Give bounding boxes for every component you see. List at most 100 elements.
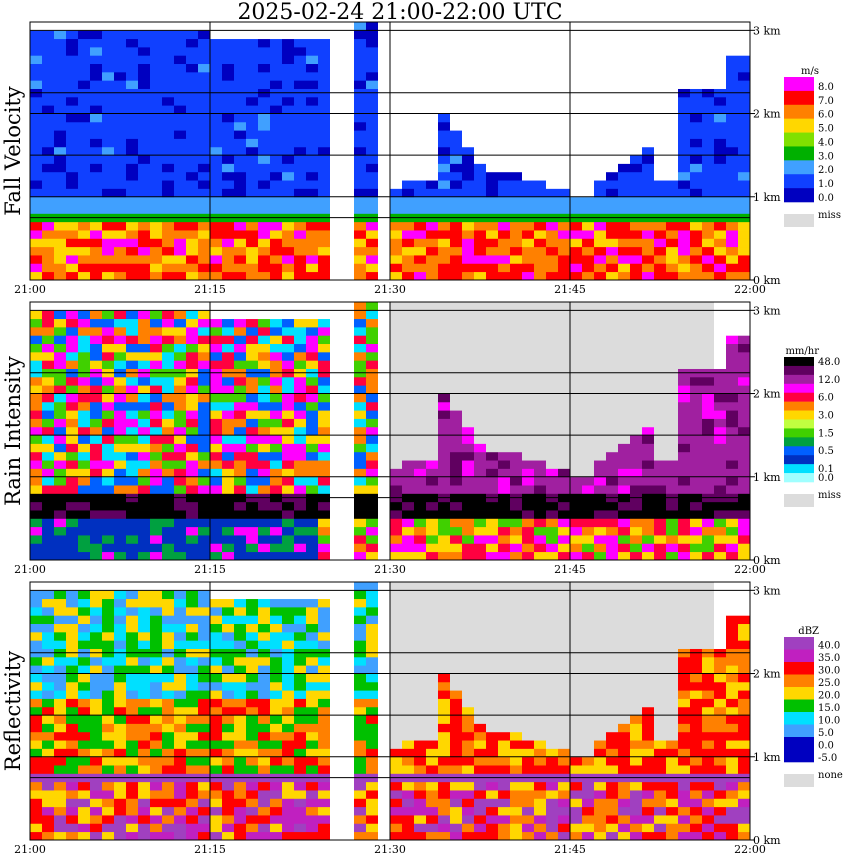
heatmap-cell: [162, 163, 175, 173]
heatmap-cell: [114, 582, 127, 591]
heatmap-cell: [402, 543, 415, 553]
heatmap-cell: [174, 271, 187, 281]
heatmap-cell: [690, 271, 703, 281]
heatmap-cell: [330, 823, 343, 833]
heatmap-cell: [126, 55, 139, 65]
heatmap-cell: [738, 343, 751, 353]
heatmap-cell: [474, 615, 487, 625]
heatmap-cell: [210, 690, 223, 699]
heatmap-cell: [474, 55, 487, 65]
heatmap-cell: [678, 205, 691, 214]
heatmap-cell: [606, 80, 619, 89]
heatmap-cell: [570, 501, 583, 511]
heatmap-cell: [126, 155, 139, 164]
heatmap-cell: [450, 815, 463, 824]
heatmap-cell: [690, 138, 703, 148]
heatmap-cell: [66, 831, 79, 841]
heatmap-cell: [30, 38, 43, 48]
heatmap-cell: [414, 121, 427, 131]
heatmap-cell: [210, 623, 223, 633]
heatmap-cell: [378, 765, 391, 774]
heatmap-cell: [126, 385, 139, 394]
heatmap-cell: [354, 230, 367, 239]
heatmap-cell: [594, 246, 607, 256]
heatmap-cell: [558, 551, 571, 561]
heatmap-cell: [414, 221, 427, 231]
heatmap-cell: [366, 410, 379, 419]
heatmap-cell: [42, 180, 55, 189]
heatmap-cell: [654, 476, 667, 486]
heatmap-cell: [498, 526, 511, 536]
heatmap-cell: [426, 623, 439, 633]
heatmap-cell: [558, 360, 571, 369]
heatmap-cell: [366, 543, 379, 553]
heatmap-cell: [666, 460, 679, 469]
heatmap-cell: [210, 598, 223, 608]
heatmap-cell: [738, 385, 751, 394]
heatmap-cell: [450, 302, 463, 311]
heatmap-cell: [666, 302, 679, 311]
heatmap-cell: [246, 63, 259, 73]
heatmap-cell: [714, 351, 727, 361]
heatmap-cell: [738, 418, 751, 428]
heatmap-cell: [102, 526, 115, 536]
heatmap-cell: [426, 582, 439, 591]
heatmap-cell: [642, 230, 655, 239]
heatmap-cell: [666, 543, 679, 553]
heatmap-cell: [726, 96, 739, 106]
heatmap-cell: [474, 815, 487, 824]
heatmap-cell: [258, 46, 271, 56]
heatmap-cell: [234, 518, 247, 528]
heatmap-cell: [714, 171, 727, 181]
heatmap-cell: [522, 501, 535, 511]
heatmap-cell: [258, 30, 271, 40]
heatmap-cell: [618, 401, 631, 411]
heatmap-cell: [54, 255, 67, 264]
heatmap-cell: [186, 706, 199, 716]
heatmap-cell: [78, 748, 91, 758]
heatmap-cell: [558, 255, 571, 264]
heatmap-cell: [102, 385, 115, 394]
heatmap-cell: [402, 823, 415, 833]
heatmap-cell: [390, 80, 403, 89]
heatmap-cell: [90, 468, 103, 478]
heatmap-cell: [438, 831, 451, 841]
heatmap-cell: [462, 806, 475, 816]
heatmap-cell: [30, 656, 43, 666]
heatmap-cell: [138, 385, 151, 394]
heatmap-cell: [222, 460, 235, 469]
heatmap-cell: [606, 385, 619, 394]
heatmap-cell: [570, 318, 583, 328]
heatmap-cell: [426, 335, 439, 345]
heatmap-cell: [78, 706, 91, 716]
heatmap-cell: [450, 468, 463, 478]
heatmap-cell: [450, 71, 463, 81]
heatmap-cell: [246, 476, 259, 486]
heatmap-cell: [30, 22, 43, 31]
heatmap-cell: [270, 656, 283, 666]
heatmap-cell: [462, 790, 475, 799]
heatmap-cell: [594, 30, 607, 40]
heatmap-cell: [522, 63, 535, 73]
heatmap-cell: [378, 246, 391, 256]
heatmap-cell: [318, 255, 331, 264]
heatmap-cell: [306, 80, 319, 89]
heatmap-cell: [42, 623, 55, 633]
heatmap-cell: [294, 30, 307, 40]
heatmap-cell: [66, 426, 79, 436]
heatmap-cell: [66, 38, 79, 48]
fall-velocity-frame: [29, 21, 751, 281]
heatmap-cell: [462, 460, 475, 469]
heatmap-cell: [450, 326, 463, 336]
heatmap-cell: [582, 46, 595, 56]
heatmap-cell: [210, 22, 223, 31]
heatmap-cell: [414, 806, 427, 816]
heatmap-cell: [210, 590, 223, 600]
heatmap-cell: [114, 451, 127, 461]
heatmap-cell: [618, 476, 631, 486]
heatmap-cell: [342, 582, 355, 591]
heatmap-cell: [462, 263, 475, 273]
heatmap-cell: [510, 71, 523, 81]
heatmap-cell: [210, 418, 223, 428]
heatmap-cell: [570, 63, 583, 73]
